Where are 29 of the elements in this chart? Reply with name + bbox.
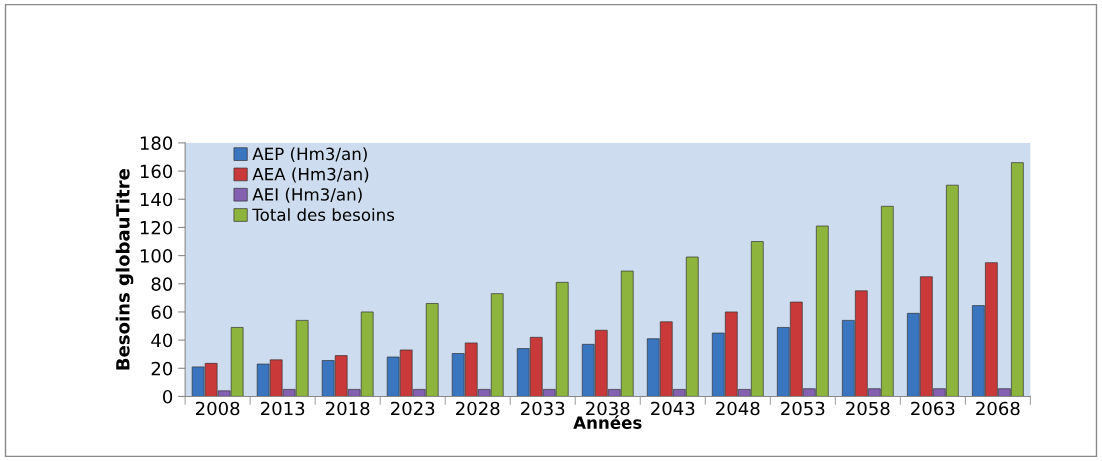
y-tick-label: 20 <box>151 361 173 376</box>
y-tick-label: 100 <box>140 249 173 263</box>
x-tick-label: 2048 <box>716 401 760 416</box>
x-tick-label: 2063 <box>911 401 955 416</box>
x-tick-label: 2028 <box>456 401 500 416</box>
x-tick-label: 2068 <box>976 401 1020 416</box>
x-tick-label: 2018 <box>326 401 370 416</box>
x-tick-label: 2033 <box>521 401 565 416</box>
x-tick-label: 2043 <box>651 401 695 416</box>
x-tick-label: 2013 <box>261 401 305 416</box>
x-tick-label: 2038 <box>586 401 630 416</box>
legend-label: AEP (Hm3/an) <box>252 147 367 163</box>
legend-label: AEI (Hm3/an) <box>252 187 362 203</box>
x-tick-label: 2053 <box>781 401 825 416</box>
y-axis-title: Besoins globauTitre <box>115 169 134 370</box>
legend-label: Total des besoins <box>252 208 395 222</box>
y-tick-label: 160 <box>140 164 173 179</box>
y-tick-label: 60 <box>151 305 173 320</box>
y-tick-label: 0 <box>163 389 173 404</box>
x-axis-title: Années <box>573 415 642 429</box>
x-tick-label: 2058 <box>846 401 890 416</box>
y-tick-label: 80 <box>151 277 173 291</box>
y-tick-label: 120 <box>140 220 173 235</box>
y-tick-label: 40 <box>151 333 173 348</box>
y-tick-label: 140 <box>140 192 173 207</box>
x-tick-label: 2023 <box>391 401 435 416</box>
legend-label: AEA (Hm3/an) <box>252 167 369 183</box>
y-tick-label: 180 <box>140 136 173 151</box>
x-tick-label: 2008 <box>195 401 240 416</box>
